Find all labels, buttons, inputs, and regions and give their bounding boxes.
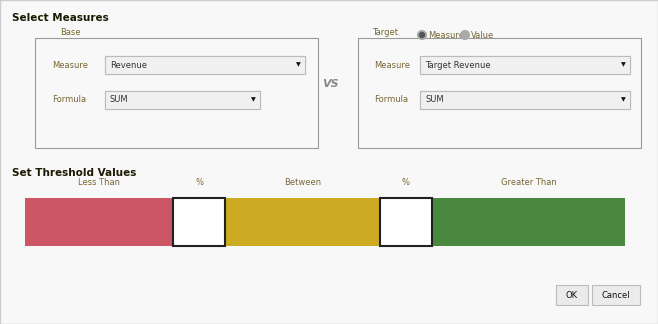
Bar (432, 198, 625, 246)
Text: Target: Target (372, 28, 398, 37)
Bar (420, 56, 630, 74)
Text: Between: Between (284, 178, 321, 187)
Text: Measure: Measure (428, 30, 464, 40)
Bar (358, 38, 641, 148)
Bar (420, 56, 630, 74)
Text: ▼: ▼ (621, 98, 626, 102)
Bar (420, 91, 630, 109)
Bar (25, 198, 173, 246)
Text: Cancel: Cancel (601, 291, 630, 299)
Text: Measure: Measure (374, 61, 410, 70)
Text: ▼: ▼ (251, 98, 256, 102)
Text: Less Than: Less Than (78, 178, 120, 187)
Text: Base: Base (60, 28, 81, 37)
Bar (420, 91, 630, 109)
Bar (173, 198, 225, 246)
Bar (225, 198, 380, 246)
Bar (105, 91, 260, 109)
Circle shape (417, 30, 426, 40)
Text: Formula: Formula (52, 96, 86, 105)
Bar (592, 285, 640, 305)
Text: ▼: ▼ (621, 63, 626, 67)
Bar (35, 38, 318, 148)
Text: Value: Value (471, 30, 494, 40)
Text: Greater Than: Greater Than (501, 178, 557, 187)
Bar (105, 91, 260, 109)
Text: SUM: SUM (425, 96, 443, 105)
Text: ▼: ▼ (296, 63, 301, 67)
Bar (556, 285, 588, 305)
Bar (380, 198, 432, 246)
Text: Select Measures: Select Measures (12, 13, 109, 23)
Circle shape (420, 32, 424, 38)
Text: Measure: Measure (52, 61, 88, 70)
Circle shape (461, 30, 470, 40)
Text: VS: VS (322, 79, 338, 89)
Text: Formula: Formula (374, 96, 408, 105)
Text: SUM: SUM (110, 96, 128, 105)
Text: Set Threshold Values: Set Threshold Values (12, 168, 136, 178)
Text: OK: OK (566, 291, 578, 299)
Text: %: % (402, 178, 410, 187)
Text: Target Revenue: Target Revenue (425, 61, 491, 70)
Text: %: % (195, 178, 203, 187)
Bar (105, 56, 305, 74)
Bar (105, 56, 305, 74)
Text: Revenue: Revenue (110, 61, 147, 70)
